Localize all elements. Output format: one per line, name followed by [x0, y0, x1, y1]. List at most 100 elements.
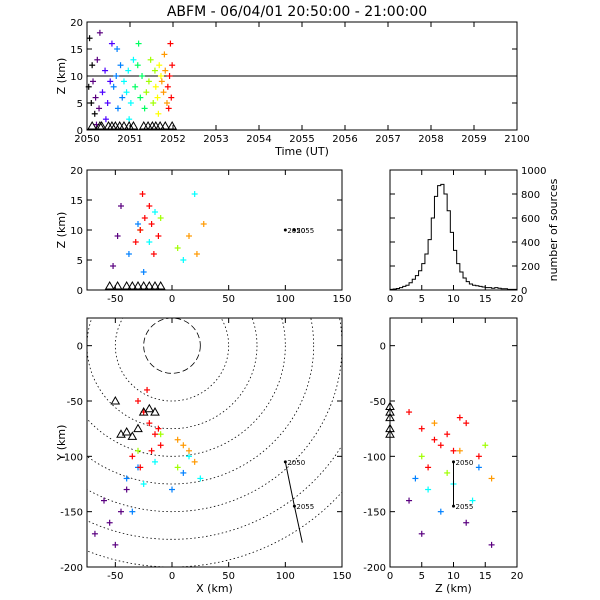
x-tick-label: 50: [222, 294, 235, 305]
y-tick-label: 0: [77, 126, 83, 137]
range-ring: [87, 318, 286, 457]
source-point: [191, 191, 198, 197]
y-tick-label: 15: [70, 196, 83, 207]
source-point: [90, 78, 97, 85]
source-point: [147, 56, 154, 63]
source-point: [482, 442, 489, 449]
source-point: [150, 251, 157, 257]
source-point: [129, 508, 136, 515]
source-point: [86, 35, 93, 42]
source-point: [425, 464, 432, 471]
source-point: [137, 227, 144, 233]
station-triangle: [128, 120, 139, 130]
panel-plan-view: -50 0 50 100 150 -200 -150 -100 -50 0 X (km) Y (km)…: [55, 317, 352, 595]
source-point: [425, 486, 432, 493]
source-point: [469, 497, 476, 504]
y-tick-label: 20: [70, 18, 83, 29]
time-label: 2050: [287, 459, 305, 467]
station-triangle: [138, 280, 149, 290]
histogram-bar: [396, 289, 399, 290]
source-point: [406, 409, 413, 416]
source-point: [137, 94, 144, 101]
source-point: [96, 105, 103, 112]
range-ring: [87, 444, 342, 540]
source-point: [157, 215, 164, 221]
label-marker: [292, 228, 296, 232]
source-point: [157, 442, 164, 449]
source-point: [444, 469, 451, 476]
x-axis-label: Time (UT): [274, 145, 329, 158]
histogram-bar: [488, 288, 491, 290]
source-point: [107, 78, 114, 85]
source-point: [140, 269, 147, 275]
source-point: [120, 78, 127, 85]
time-label: 2055: [296, 227, 314, 235]
histogram-bar: [444, 194, 447, 290]
y-tick-label: 600: [521, 214, 540, 225]
source-point: [135, 447, 141, 454]
x-tick-label: 2055: [289, 134, 314, 145]
source-point: [180, 442, 187, 449]
histogram-bar: [422, 264, 425, 290]
label-marker: [292, 504, 296, 508]
x-tick-label: 2057: [375, 134, 400, 145]
histogram-bar: [400, 288, 403, 290]
y-tick-label: -200: [363, 563, 386, 574]
source-point: [127, 100, 134, 106]
source-point: [146, 420, 153, 427]
range-ring: [87, 318, 258, 430]
histogram-bar: [495, 288, 498, 290]
histogram-bar: [501, 289, 504, 290]
range-ring: [114, 318, 230, 402]
source-point: [158, 78, 165, 85]
histogram-bar: [473, 285, 476, 290]
histogram-bar: [409, 283, 412, 290]
source-point: [108, 40, 115, 47]
source-point: [123, 486, 130, 493]
source-point: [118, 508, 124, 515]
panel-frame: [86, 317, 343, 568]
station-triangle: [127, 280, 138, 290]
source-point: [197, 475, 204, 482]
source-point: [117, 62, 124, 69]
source-point: [174, 464, 181, 471]
y-tick-label: 20: [70, 166, 83, 177]
source-point: [200, 221, 207, 227]
source-point: [160, 89, 167, 96]
label-marker: [452, 504, 455, 508]
x-tick-label: 15: [479, 571, 492, 582]
source-point: [475, 453, 482, 460]
histogram-bar: [492, 288, 495, 290]
label-marker: [452, 460, 455, 464]
source-point: [110, 263, 117, 269]
range-rings: [87, 318, 342, 567]
y-tick-label: -50: [67, 397, 83, 408]
x-tick-label: 50: [222, 571, 235, 582]
y-tick-label: 5: [77, 99, 83, 110]
station-triangle: [144, 280, 155, 290]
source-point: [135, 40, 142, 47]
x-tick-label: 2100: [504, 134, 529, 145]
x-tick-label: 150: [332, 571, 351, 582]
y-axis-label: number of sources: [547, 178, 560, 281]
source-point: [146, 203, 153, 209]
source-point: [406, 497, 413, 504]
histogram-bar: [498, 288, 501, 290]
source-point: [102, 116, 109, 123]
station-triangle: [150, 280, 160, 290]
source-point: [152, 458, 158, 465]
x-tick-label: 20: [511, 571, 524, 582]
source-point: [163, 100, 170, 106]
x-tick-label: 2051: [117, 134, 142, 145]
source-point: [89, 62, 96, 69]
source-point: [152, 209, 158, 215]
station-triangle: [87, 120, 98, 130]
source-point: [168, 94, 175, 101]
source-point: [157, 431, 164, 438]
y-tick-label: -100: [60, 452, 83, 463]
source-point: [119, 94, 126, 101]
source-point: [123, 89, 130, 96]
histogram-bar: [454, 250, 457, 290]
source-point: [180, 469, 187, 476]
